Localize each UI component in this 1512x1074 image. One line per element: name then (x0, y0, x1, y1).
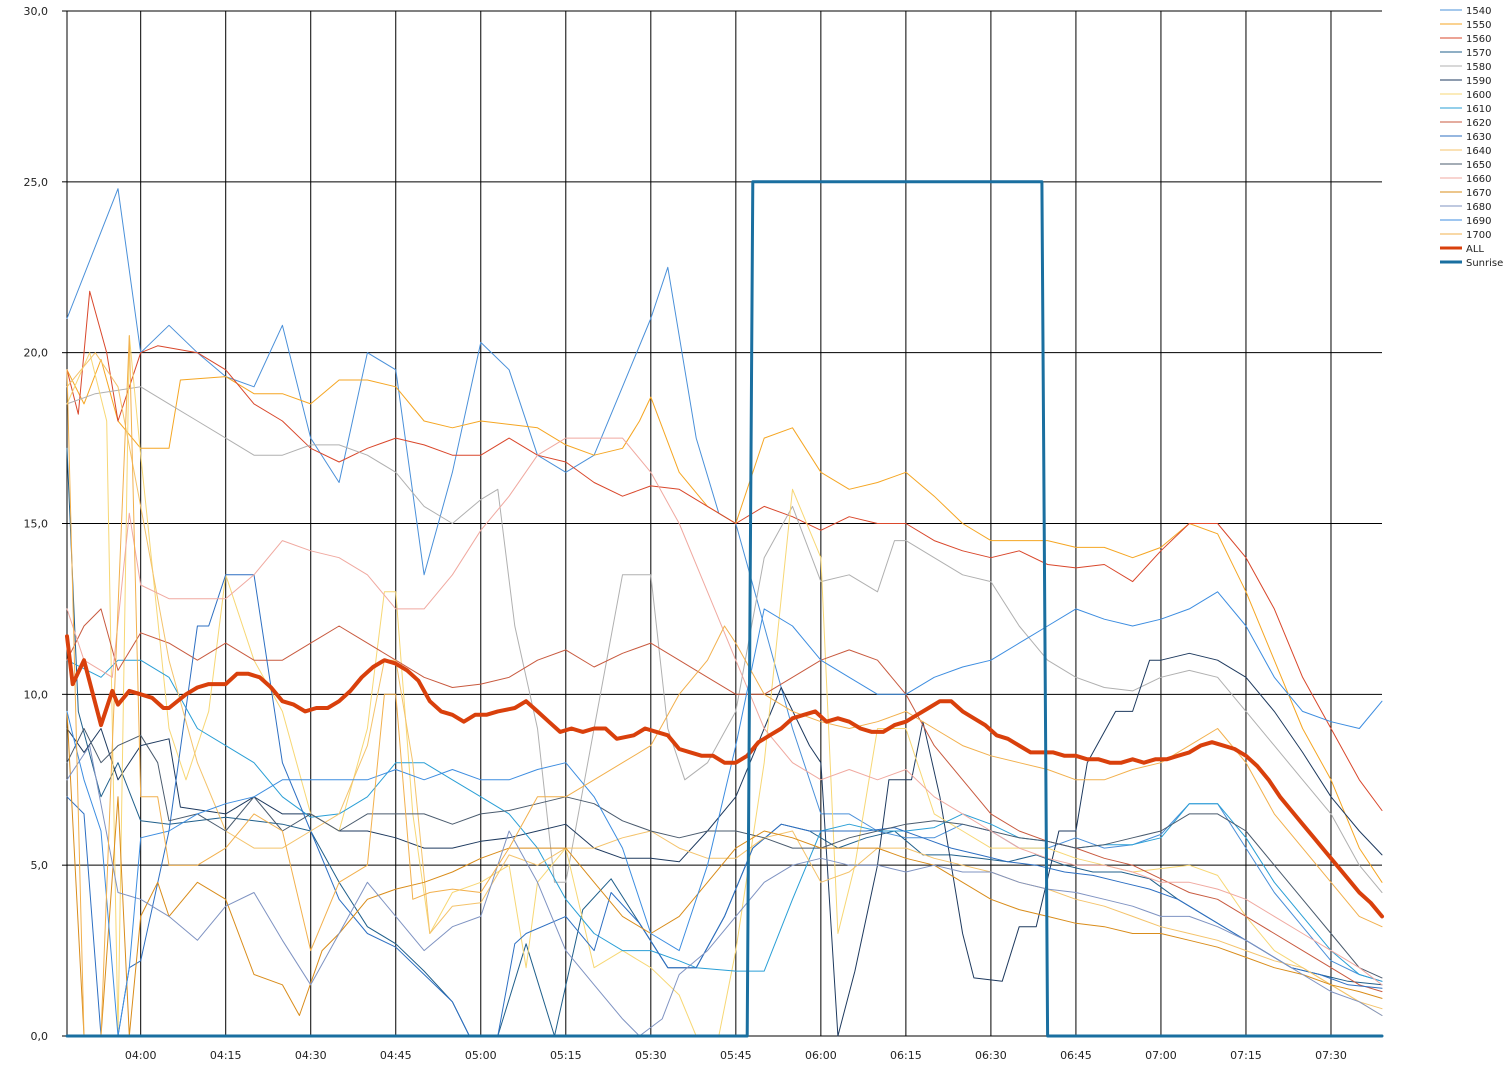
legend-label: 1690 (1466, 216, 1491, 227)
legend-label: 1640 (1466, 146, 1491, 157)
y-tick-label: 30,0 (24, 5, 49, 18)
chart-series (65, 180, 1384, 1038)
y-tick-label: 15,0 (24, 518, 49, 531)
series-line-1640 (66, 352, 1383, 1010)
x-tick-label: 05:00 (465, 1049, 497, 1062)
legend-label: 1660 (1466, 174, 1491, 185)
x-tick-label: 07:15 (1230, 1049, 1262, 1062)
series-line-1610 (66, 659, 1383, 982)
series-line-1600 (66, 335, 1383, 1037)
series-line-1590 (66, 652, 1383, 1037)
x-axis-ticks: 04:00 04:15 04:30 04:45 05:00 05:15 05:30 05:45… (125, 1049, 1347, 1062)
legend-label: ALL (1466, 244, 1484, 255)
series-line-1550 (66, 359, 1383, 883)
series-line-1660 (66, 437, 1383, 986)
series-line-sunrise (65, 180, 1384, 1038)
x-tick-label: 06:00 (805, 1049, 837, 1062)
series-line-1620 (66, 608, 1383, 993)
series-line-1670 (66, 710, 1383, 1037)
series-line-1690 (66, 591, 1383, 1037)
y-tick-label: 10,0 (24, 688, 49, 701)
legend-label: 1620 (1466, 118, 1491, 129)
y-tick-label: 0,0 (31, 1030, 49, 1043)
x-tick-label: 05:15 (550, 1049, 582, 1062)
legend-label: 1630 (1466, 132, 1491, 143)
x-tick-label: 04:30 (295, 1049, 327, 1062)
x-tick-label: 05:45 (720, 1049, 752, 1062)
x-tick-label: 06:30 (975, 1049, 1007, 1062)
legend-label: 1600 (1466, 90, 1491, 101)
legend-label: 1670 (1466, 188, 1491, 199)
y-tick-label: 25,0 (24, 176, 49, 189)
series-line-1700 (66, 335, 1383, 1037)
x-tick-label: 06:45 (1060, 1049, 1092, 1062)
series-line-all (65, 634, 1384, 919)
legend-label: 1680 (1466, 202, 1491, 213)
series-line-1630 (66, 574, 1383, 1037)
legend-label: 1610 (1466, 104, 1491, 115)
y-axis-ticks: 0,0 5,0 10,0 15,0 20,0 25,0 30,0 (24, 5, 49, 1043)
legend-label: 1650 (1466, 160, 1491, 171)
legend-label: 1540 (1466, 6, 1491, 17)
series-line-1650 (66, 728, 1383, 979)
series-line-1560 (66, 290, 1383, 811)
x-tick-label: 07:00 (1145, 1049, 1177, 1062)
x-tick-label: 04:45 (380, 1049, 412, 1062)
y-tick-label: 20,0 (24, 347, 49, 360)
legend-label: 1560 (1466, 34, 1491, 45)
legend-label: 1700 (1466, 230, 1491, 241)
x-tick-label: 05:30 (635, 1049, 667, 1062)
legend-label: Sunrise (1466, 258, 1503, 269)
series-line-1680 (66, 745, 1383, 1037)
y-tick-label: 5,0 (31, 859, 49, 872)
x-tick-label: 06:15 (890, 1049, 922, 1062)
x-tick-label: 04:15 (210, 1049, 242, 1062)
series-line-1580 (66, 386, 1383, 893)
legend-label: 1580 (1466, 62, 1491, 73)
x-tick-label: 04:00 (125, 1049, 157, 1062)
legend-label: 1550 (1466, 20, 1491, 31)
chart-legend: 1540 1550 1560 1570 1580 1590 1600 1610 1620 1630… (1440, 6, 1503, 269)
series-line-1570 (66, 447, 1383, 1037)
x-tick-label: 07:30 (1315, 1049, 1347, 1062)
legend-label: 1570 (1466, 48, 1491, 59)
legend-label: 1590 (1466, 76, 1491, 87)
